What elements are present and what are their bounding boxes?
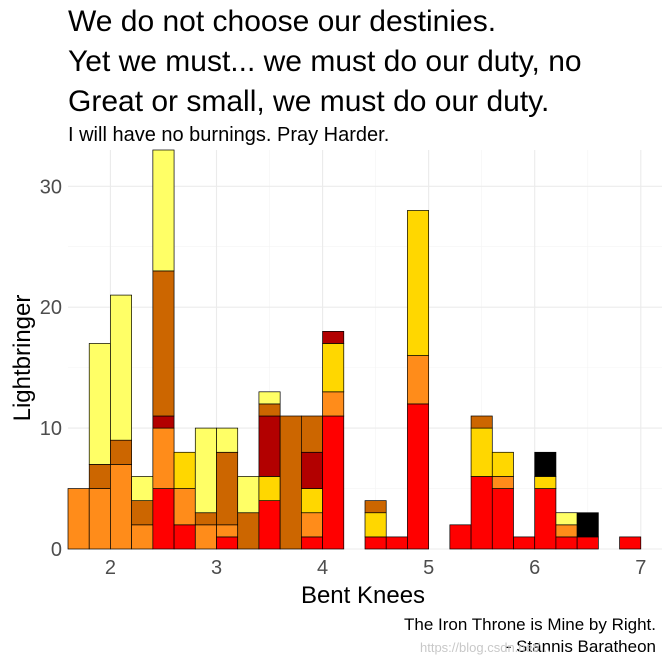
plot-bars — [67, 149, 642, 550]
y-tick-label: 30 — [40, 176, 62, 198]
histogram-bar-segment — [301, 415, 323, 453]
chart-subtitle: I will have no burnings. Pray Harder. — [68, 124, 389, 146]
histogram-bar-segment — [322, 343, 345, 393]
histogram-bar-segment — [301, 536, 323, 550]
histogram-bar-segment — [216, 427, 239, 453]
histogram-bar-segment — [194, 524, 217, 550]
histogram-bar-segment — [258, 415, 281, 477]
y-tick-label: 20 — [40, 297, 62, 319]
x-tick-label: 6 — [529, 557, 540, 579]
histogram-bar-segment — [534, 476, 557, 489]
histogram-bar-segment — [301, 451, 323, 489]
y-axis-title: Lightbringer — [9, 295, 36, 422]
histogram-bar-segment — [152, 270, 175, 417]
histogram-bar-segment — [364, 536, 387, 550]
chart-title-line-3: Great or small, we must do our duty. — [68, 85, 549, 118]
histogram-bar-segment — [491, 451, 514, 477]
histogram-bar-segment — [301, 488, 323, 514]
histogram-bar-segment — [407, 403, 429, 550]
histogram-bar-segment — [110, 464, 132, 550]
x-tick-label: 5 — [423, 557, 434, 579]
histogram-bar-segment — [407, 210, 429, 356]
x-tick-label: 3 — [211, 557, 222, 579]
histogram-bar-segment — [258, 476, 281, 501]
histogram-bar-segment — [110, 294, 132, 441]
histogram-bar-segment — [449, 524, 472, 550]
histogram-bar-segment — [152, 427, 175, 489]
histogram-bar-segment — [576, 536, 599, 550]
histogram-bar-segment — [555, 536, 578, 550]
histogram-bar-segment — [279, 415, 302, 550]
histogram-bar-segment — [258, 500, 281, 550]
histogram-bar-segment — [216, 536, 239, 550]
histogram-bar-segment — [237, 512, 260, 550]
histogram-bar-segment — [131, 524, 154, 550]
histogram-bar-segment — [322, 391, 345, 417]
histogram-bar-segment — [131, 500, 154, 526]
histogram-bar-segment — [470, 427, 493, 477]
histogram-bar-segment — [194, 427, 217, 514]
histogram-bar-segment — [555, 524, 578, 538]
histogram-bar-segment — [152, 488, 175, 550]
caption-line-1: The Iron Throne is Mine by Right. — [404, 615, 656, 634]
histogram-bar-segment — [322, 331, 345, 344]
histogram-bar-segment — [576, 512, 599, 538]
x-tick-label: 2 — [105, 557, 116, 579]
histogram-bar-segment — [216, 524, 239, 538]
histogram-bar-segment — [407, 355, 429, 405]
histogram-bar-segment — [301, 512, 323, 538]
histogram-bar-segment — [364, 500, 387, 514]
histogram-bar-segment — [131, 476, 154, 501]
histogram-bar-segment — [152, 415, 175, 429]
y-tick-label: 10 — [40, 418, 62, 440]
histogram-bar-segment — [322, 415, 345, 550]
histogram-bar-segment — [258, 403, 281, 417]
histogram-bar-segment — [88, 488, 111, 550]
histogram-bar-segment — [88, 343, 111, 465]
histogram-bar-segment — [470, 415, 493, 429]
x-tick-label: 7 — [635, 557, 646, 579]
x-axis-title: Bent Knees — [301, 582, 425, 609]
histogram-bar-segment — [258, 391, 281, 405]
histogram-bar-segment — [364, 512, 387, 538]
histogram-bar-segment — [237, 476, 260, 514]
histogram-bar-segment — [152, 149, 175, 272]
histogram-bar-segment — [67, 488, 90, 550]
histogram-bar-segment — [534, 451, 557, 477]
histogram-bar-segment — [110, 439, 132, 465]
caption-line-2: - Stannis Baratheon — [506, 637, 656, 656]
histogram-bar-segment — [513, 536, 536, 550]
histogram-bar-segment — [470, 476, 493, 550]
histogram-bar-segment — [534, 488, 557, 550]
chart-title-line-1: We do not choose our destinies. — [68, 5, 496, 38]
x-tick-label: 4 — [317, 557, 328, 579]
histogram-bar-segment — [385, 536, 408, 550]
histogram-bar-segment — [173, 451, 196, 489]
histogram-bar-segment — [88, 464, 111, 489]
histogram-bar-segment — [555, 512, 578, 526]
histogram-bar-segment — [173, 488, 196, 526]
histogram-bar-segment — [619, 536, 642, 550]
histogram-bar-segment — [491, 476, 514, 489]
watermark: https://blog.csdn.net/... — [420, 640, 551, 655]
chart-title-line-2: Yet we must... we must do our duty, no — [68, 45, 582, 78]
histogram-bar-segment — [173, 524, 196, 550]
histogram-bar-segment — [216, 451, 239, 526]
histogram-bar-segment — [491, 488, 514, 550]
histogram-bar-segment — [194, 512, 217, 526]
y-tick-label: 0 — [51, 539, 62, 561]
